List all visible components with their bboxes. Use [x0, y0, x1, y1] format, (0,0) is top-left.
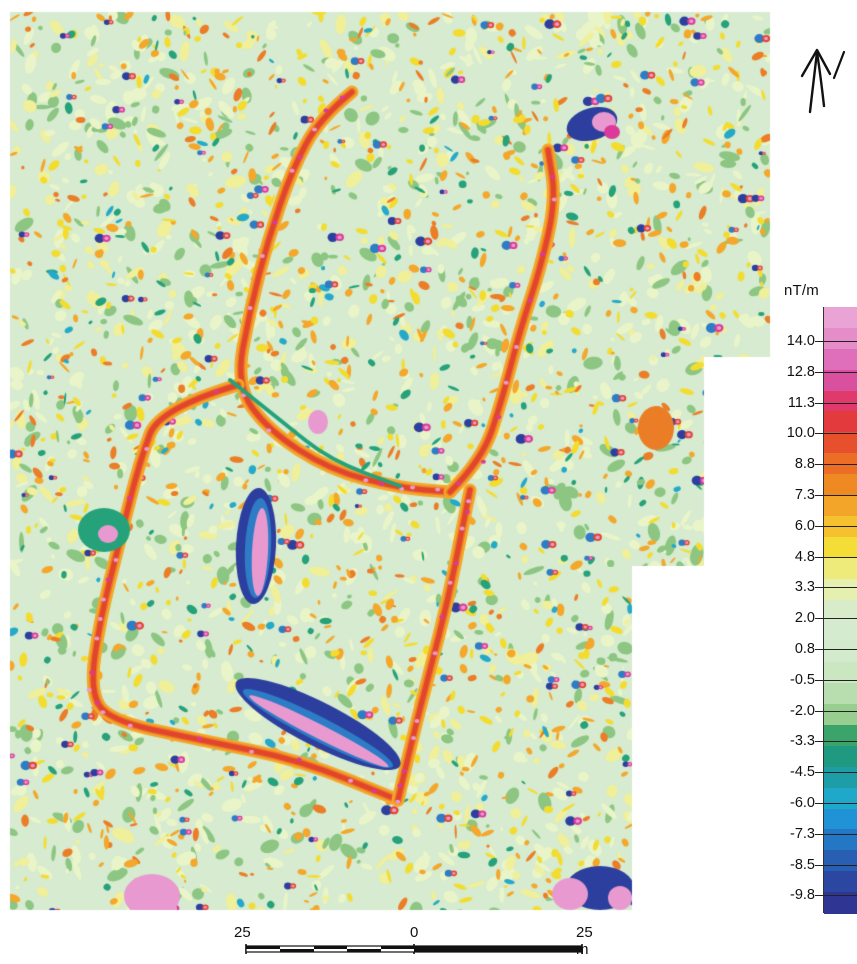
legend-swatch — [824, 599, 857, 622]
legend-swatch — [824, 578, 857, 601]
legend-tick — [815, 556, 857, 558]
legend-swatch — [824, 829, 857, 851]
legend-swatch — [824, 327, 857, 350]
legend-unit-label: nT/m — [784, 282, 819, 299]
legend-tick — [815, 433, 857, 435]
legend-tick-label: 4.8 — [794, 548, 815, 565]
legend-swatch — [824, 557, 857, 580]
legend-swatch — [824, 871, 857, 893]
legend-tick — [815, 402, 857, 404]
legend-swatch — [824, 453, 857, 475]
legend-tick-label: 3.3 — [794, 579, 815, 596]
color-scale-legend: nT/m 14.0 12.8 11.3 10.0 8.8 7.3 6.0 4.8 3.3 2.0 0… — [762, 276, 857, 936]
legend-tick — [815, 649, 857, 650]
scale-label-left: 25 — [234, 924, 251, 941]
legend-tick — [815, 371, 857, 373]
legend-tick — [815, 895, 857, 897]
north-arrow-icon — [800, 48, 846, 114]
legend-tick-label: 0.8 — [794, 641, 815, 657]
scale-label-right: 25 m — [576, 924, 593, 958]
legend-swatch — [824, 850, 857, 872]
legend-tick-label: 14.0 — [786, 333, 815, 349]
legend-swatch — [824, 536, 857, 559]
legend-tick-label: -3.3 — [790, 733, 815, 750]
legend-tick-label: 8.8 — [794, 456, 815, 473]
scale-label-center: 0 — [410, 924, 419, 941]
legend-tick-label: -0.5 — [790, 671, 815, 688]
legend-swatch — [824, 892, 857, 914]
legend-tick-label: 11.3 — [787, 394, 815, 411]
legend-tick — [815, 464, 857, 466]
legend-tick — [815, 618, 857, 620]
legend-tick-label: 7.3 — [794, 487, 815, 503]
legend-swatch — [824, 474, 857, 496]
legend-tick-label: -4.5 — [790, 764, 815, 781]
legend-tick — [815, 710, 857, 712]
legend-swatch — [824, 766, 857, 789]
legend-swatch — [824, 307, 857, 329]
legend-color-bar — [823, 307, 857, 914]
legend-tick-label: 10.0 — [786, 425, 815, 442]
legend-tick-label: 6.0 — [794, 517, 815, 534]
legend-swatch — [824, 724, 857, 747]
legend-swatch — [824, 348, 857, 371]
legend-swatch — [824, 662, 857, 684]
legend-tick — [815, 864, 857, 866]
legend-tick — [815, 341, 857, 342]
legend-tick — [815, 803, 857, 804]
scale-bar: 25 0 25 m — [234, 924, 598, 964]
legend-tick — [815, 772, 857, 774]
scale-bar-graphic — [245, 944, 583, 954]
legend-tick — [815, 679, 857, 681]
legend-swatch — [824, 369, 857, 392]
legend-tick-label: -2.0 — [790, 702, 815, 719]
legend-swatch — [824, 787, 857, 810]
legend-swatch — [824, 411, 857, 433]
legend-swatch — [824, 495, 857, 517]
legend-swatch — [824, 620, 857, 642]
legend-tick — [815, 495, 857, 496]
legend-swatch — [824, 808, 857, 830]
legend-swatch — [824, 390, 857, 413]
legend-swatch — [824, 432, 857, 454]
legend-tick — [815, 833, 857, 835]
legend-tick-label: -8.5 — [790, 856, 815, 873]
legend-tick — [815, 741, 857, 743]
legend-tick-label: -9.8 — [790, 887, 815, 904]
legend-tick — [815, 587, 857, 589]
legend-tick-label: 12.8 — [786, 363, 815, 380]
legend-tick-label: 2.0 — [794, 610, 815, 627]
legend-tick-label: -6.0 — [790, 795, 815, 811]
legend-tick — [815, 525, 857, 527]
legend-swatch — [824, 683, 857, 705]
legend-tick-label: -7.3 — [790, 825, 815, 842]
legend-swatch — [824, 641, 857, 663]
legend-swatch — [824, 704, 857, 726]
legend-swatch — [824, 745, 857, 768]
